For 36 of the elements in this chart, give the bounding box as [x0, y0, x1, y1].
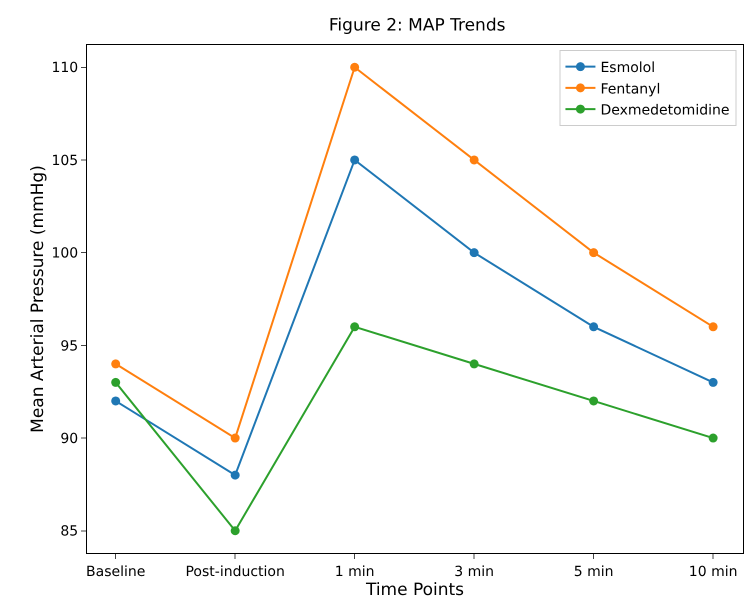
legend-label: Fentanyl	[600, 81, 660, 98]
point	[470, 359, 479, 368]
point	[111, 359, 120, 368]
point	[708, 322, 718, 332]
legend-label: Dexmedetomidine	[600, 102, 730, 119]
point	[111, 378, 120, 387]
x-tick-label: 1 min	[334, 564, 375, 580]
point	[350, 62, 360, 72]
x-tick-label: Baseline	[86, 564, 146, 580]
point	[470, 155, 479, 164]
x-tick-label: 3 min	[454, 564, 494, 580]
legend-label: Esmolol	[600, 60, 656, 76]
point	[230, 526, 240, 536]
x-tick-label: 10 min	[688, 564, 738, 580]
y-tick-label: 100	[51, 246, 78, 262]
point	[470, 248, 479, 258]
y-tick-label: 105	[51, 152, 78, 169]
chart-title: Figure 2: MAP Trends	[328, 15, 506, 36]
y-tick-label: 95	[60, 338, 78, 354]
y-tick-label: 85	[60, 524, 78, 540]
point	[589, 322, 598, 332]
point	[230, 470, 240, 480]
point	[111, 396, 120, 406]
x-axis-title: Time Points	[364, 580, 464, 600]
y-tick-label: 90	[60, 430, 78, 447]
y-axis-title: Mean Arterial Pressure (mmHg)	[28, 165, 48, 433]
point	[350, 155, 360, 164]
y-tick-label: 110	[51, 60, 78, 76]
point	[708, 378, 718, 387]
point	[708, 434, 718, 443]
point	[589, 396, 598, 406]
point	[350, 322, 360, 332]
point	[230, 434, 240, 443]
x-tick-label: Post-induction	[185, 564, 285, 580]
point	[589, 248, 598, 258]
x-tick-label: 5 min	[574, 564, 614, 580]
